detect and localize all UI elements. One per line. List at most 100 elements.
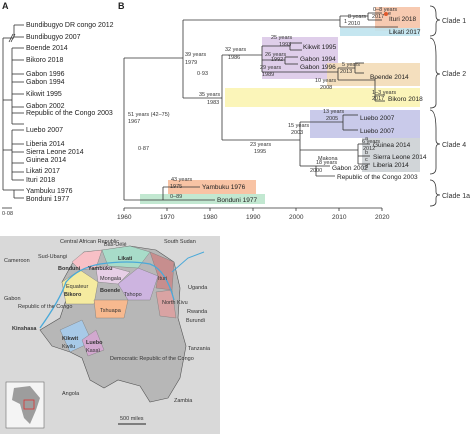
b-tip: Yambuku 1976 [202, 184, 246, 191]
a-tip: Republic of the Congo 2003 [26, 110, 113, 117]
node-label: 2008 [320, 85, 332, 91]
country-label: Republic of the Congo [18, 304, 72, 310]
b-tip: Luebo 2007 [360, 128, 395, 135]
b-tip: Gabon 1994 [300, 56, 336, 63]
node-label: 1975 [170, 184, 182, 190]
province-label: Tshuapa [100, 308, 122, 314]
country-label: Cameroon [4, 258, 30, 264]
province-label: Tshopo [124, 292, 142, 298]
province-tshopo [117, 267, 159, 301]
panel-c-map: 500 miles [0, 236, 220, 434]
city-label: Likati [118, 256, 133, 262]
province-tshuapa [93, 299, 129, 319]
city-label: Yambuku [88, 266, 112, 272]
node-label: 2013 [340, 69, 352, 75]
country-label: Angola [62, 391, 80, 397]
node-label: 8 years [348, 14, 366, 20]
city-label: Boende [100, 288, 120, 294]
node-label: 0–8 years [373, 7, 397, 13]
panel-b-label: B [118, 1, 125, 11]
province-label: Kwilu [62, 344, 75, 350]
clade-backgrounds [140, 7, 420, 204]
node-label: 23 years [250, 142, 271, 148]
clade-1a-band-orange [168, 180, 256, 194]
node-label: 1986 [228, 55, 240, 61]
node-label: 1979 [185, 60, 197, 66]
node-label: 6 years [362, 139, 380, 145]
node-label: 1967 [128, 119, 140, 125]
a-tip: Bonduni 1977 [26, 196, 69, 203]
province-label: Sud-Ubangi [38, 254, 67, 260]
country-label: Democratic Republic of the Congo [110, 356, 194, 362]
a-tip: Liberia 2014 [26, 141, 65, 148]
node-label: 39 years [185, 52, 206, 58]
b-tip: Gabon 1996 [300, 64, 336, 71]
province-kasai [81, 329, 105, 357]
city-label: Kikwit [62, 336, 78, 342]
node-label: 13 years [323, 109, 344, 115]
node-label: a [365, 136, 369, 142]
province-label: Kasaï [86, 348, 101, 354]
axis-tick: 1990 [246, 214, 261, 221]
province-label: Bas-Uélé [104, 242, 127, 248]
node-label: 18 years [316, 160, 337, 166]
province-mongala [95, 265, 131, 285]
province-north-kivu [155, 289, 177, 319]
ituri-star-marker [384, 12, 388, 16]
clade-4-band-grey [362, 138, 420, 172]
city-label: Kinshasa [12, 326, 37, 332]
province-label: Equateur [66, 284, 88, 290]
b-tip: Likati 2017 [389, 29, 421, 36]
node-label: 43 years [171, 177, 192, 183]
node-label: 0·93 [197, 71, 208, 77]
node-label: c [365, 157, 368, 163]
node-label: 1995 [254, 149, 266, 155]
axis-tick: 2010 [332, 214, 347, 221]
a-tip: Ituri 2018 [26, 177, 55, 184]
africa-silhouette [12, 386, 40, 424]
country-label: Rwanda [187, 309, 208, 315]
a-tip: Sierra Leone 2014 [26, 149, 84, 156]
province-ituri [149, 251, 175, 291]
inset-highlight [23, 399, 35, 410]
country-label: Zambia [174, 398, 193, 404]
country-label: Tanzania [188, 346, 211, 352]
clade-1a-band-green [140, 194, 265, 204]
a-tip: Gabon 2002 [26, 103, 65, 110]
node-label: 2010 [348, 21, 360, 27]
country-label: South Sudan [164, 239, 196, 245]
clade-label: Clade 1a [442, 193, 470, 200]
axis-tick: 2020 [375, 214, 390, 221]
node-label: 32 years [225, 47, 246, 53]
node-label: 0·87 [138, 146, 149, 152]
panel-a-tips: Bundibugyo DR congo 2012 Bundibugyo 2007… [2, 22, 114, 217]
node-label: 25 years [271, 35, 292, 41]
b-tip: Bikoro 2018 [388, 96, 423, 103]
node-label: b [365, 150, 368, 156]
clade-label: Clade 1 [442, 18, 466, 25]
a-tip: Boende 2014 [26, 45, 68, 52]
country-label: Uganda [188, 285, 208, 291]
node-label: 0–89 [170, 194, 182, 200]
b-tip: Guinea 2014 [373, 142, 411, 149]
clade-4-band-indigo [310, 110, 420, 138]
clade-3-band-yellow [225, 88, 420, 107]
axis-tick: 1980 [203, 214, 218, 221]
b-tip: Sierra Leone 2014 [373, 154, 427, 161]
node-label: 15 years [288, 123, 309, 129]
axis-tick: 1970 [160, 214, 175, 221]
node-label: 2017 [372, 14, 384, 20]
a-scale-label: 0·08 [2, 211, 13, 217]
a-tip: Bundibugyo 2007 [26, 34, 81, 41]
panel-a-tree [2, 24, 24, 209]
b-tip: Bonduni 1977 [217, 197, 258, 204]
clade-label: Clade 2 [442, 71, 466, 78]
node-label: Makona [318, 156, 339, 162]
panel-c-text: Central African Republic South Sudan Cam… [4, 239, 211, 404]
node-label: 2000 [310, 168, 322, 174]
province-label: Ituri [158, 276, 167, 282]
a-tip: Gabon 1996 [26, 71, 65, 78]
node-label: 2003 [291, 130, 303, 136]
panel-b-node-labels: 0–8 years 2017 8 years 2010 51 years (42… [128, 7, 397, 200]
a-tip: Gabon 1994 [26, 79, 65, 86]
